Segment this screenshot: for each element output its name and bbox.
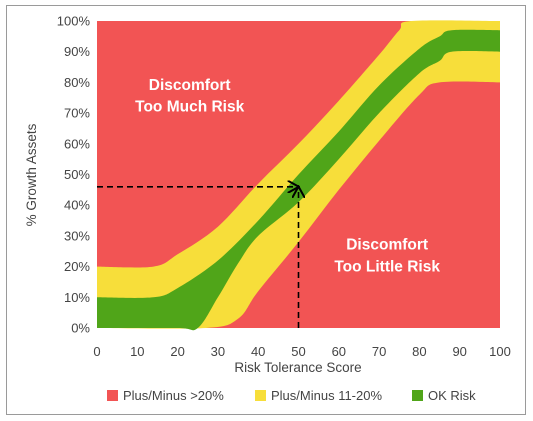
x-tick-label: 50: [291, 344, 305, 359]
annotation-too-much-risk: Discomfort Too Much Risk: [135, 77, 244, 116]
y-tick-label: 90%: [64, 44, 90, 59]
legend-swatch: [107, 390, 118, 401]
y-axis-title: % Growth Assets: [24, 123, 39, 226]
x-tick-label: 80: [412, 344, 426, 359]
y-tick-label: 80%: [64, 75, 90, 90]
x-tick-label: 40: [251, 344, 265, 359]
legend: Plus/Minus >20% Plus/Minus 11-20% OK Risk: [107, 388, 476, 403]
band-plus-minus-11-20: [97, 20, 500, 329]
x-axis-title: Risk Tolerance Score: [234, 360, 361, 375]
y-tick-label: 40%: [64, 198, 90, 213]
y-tick-label: 30%: [64, 228, 90, 243]
legend-item: Plus/Minus >20%: [107, 388, 224, 403]
x-tick-label: 90: [452, 344, 466, 359]
band-ok-risk: [97, 29, 500, 331]
legend-swatch: [412, 390, 423, 401]
legend-item: OK Risk: [412, 388, 476, 403]
legend-label: Plus/Minus 11-20%: [271, 388, 382, 403]
x-tick-label: 30: [211, 344, 225, 359]
legend-label: Plus/Minus >20%: [123, 388, 224, 403]
y-tick-label: 60%: [64, 136, 90, 151]
legend-item: Plus/Minus 11-20%: [255, 388, 382, 403]
y-tick-label: 100%: [57, 14, 91, 29]
y-tick-label: 70%: [64, 106, 90, 121]
legend-swatch: [255, 390, 266, 401]
legend-label: OK Risk: [428, 388, 476, 403]
y-tick-label: 10%: [64, 290, 90, 305]
x-tick-label: 100: [489, 344, 511, 359]
y-tick-label: 20%: [64, 259, 90, 274]
y-tick-label: 0%: [71, 321, 90, 336]
x-tick-label: 0: [93, 344, 100, 359]
x-tick-label: 70: [372, 344, 386, 359]
x-tick-label: 10: [130, 344, 144, 359]
x-tick-label: 20: [170, 344, 184, 359]
y-tick-label: 50%: [64, 167, 90, 182]
x-tick-label: 60: [332, 344, 346, 359]
annotation-too-little-risk: Discomfort Too Little Risk: [334, 237, 440, 276]
